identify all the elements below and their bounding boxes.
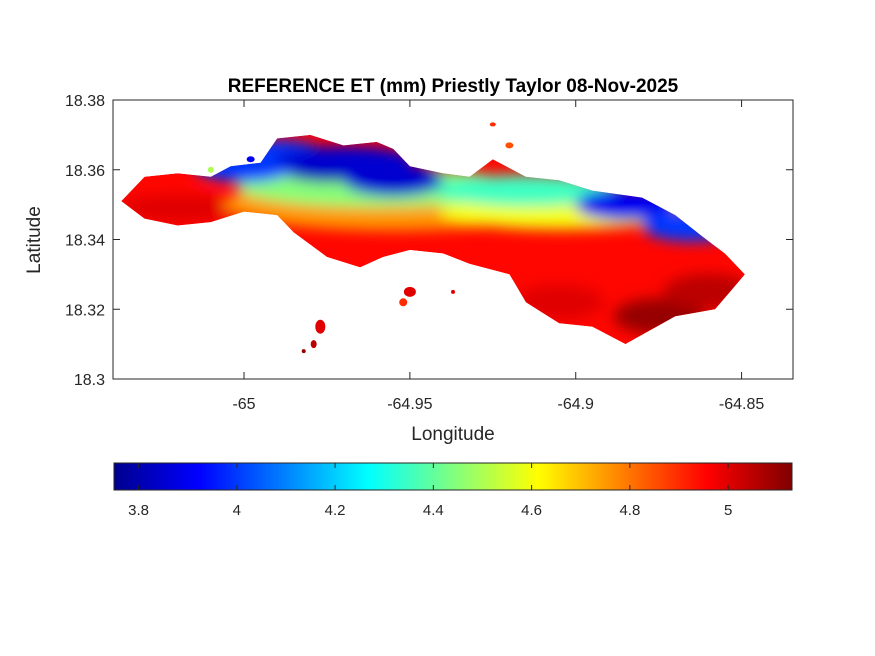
small-island bbox=[489, 122, 496, 127]
colorbar-tick-label: 4 bbox=[233, 502, 241, 519]
y-axis-ticks: 18.3 18.32 18.34 18.36 18.38 bbox=[65, 93, 793, 389]
et-field bbox=[121, 122, 745, 354]
small-island bbox=[505, 142, 514, 149]
y-tick-label: 18.32 bbox=[65, 302, 105, 319]
small-island bbox=[315, 319, 326, 334]
x-axis-ticks: -65 -64.95 -64.9 -64.85 bbox=[232, 100, 764, 413]
et-high-zone bbox=[121, 194, 238, 223]
y-tick-label: 18.34 bbox=[65, 233, 105, 250]
small-island bbox=[301, 349, 306, 354]
chart-title: REFERENCE ET (mm) Priestly Taylor 08-Nov… bbox=[228, 76, 679, 97]
small-island bbox=[451, 289, 455, 294]
colorbar: 3.8 4 4.2 4.4 4.6 4.8 5 bbox=[113, 462, 793, 519]
et-high-zone bbox=[663, 273, 745, 310]
y-tick-label: 18.3 bbox=[74, 372, 105, 389]
plot-area bbox=[121, 122, 745, 354]
x-axis-label: Longitude bbox=[411, 424, 494, 445]
colorbar-tick-label: 5 bbox=[724, 502, 732, 519]
small-island bbox=[399, 298, 408, 307]
colorbar-ticks: 3.8 4 4.2 4.4 4.6 4.8 5 bbox=[128, 463, 732, 519]
y-tick-label: 18.38 bbox=[65, 93, 105, 110]
colorbar-tick-label: 3.8 bbox=[128, 502, 149, 519]
y-axis-label: Latitude bbox=[24, 206, 45, 274]
colorbar-tick-label: 4.8 bbox=[619, 502, 640, 519]
colorbar-tick-label: 4.2 bbox=[325, 502, 346, 519]
colorbar-gradient bbox=[114, 463, 792, 490]
x-tick-label: -65 bbox=[232, 396, 255, 413]
small-island bbox=[310, 340, 317, 349]
small-island bbox=[246, 156, 255, 163]
y-tick-label: 18.36 bbox=[65, 163, 105, 180]
x-tick-label: -64.95 bbox=[387, 396, 432, 413]
et-low-zone bbox=[343, 164, 444, 197]
et-low-zone bbox=[641, 209, 742, 242]
et-low-zone bbox=[273, 146, 414, 173]
colorbar-tick-label: 4.4 bbox=[423, 502, 444, 519]
colorbar-tick-label: 4.6 bbox=[521, 502, 542, 519]
et-high-zone bbox=[514, 284, 605, 321]
small-island bbox=[207, 166, 214, 173]
x-tick-label: -64.9 bbox=[557, 396, 594, 413]
x-tick-label: -64.85 bbox=[719, 396, 764, 413]
small-island bbox=[403, 286, 416, 297]
colorbar-frame bbox=[113, 462, 793, 491]
island-main bbox=[121, 134, 745, 345]
